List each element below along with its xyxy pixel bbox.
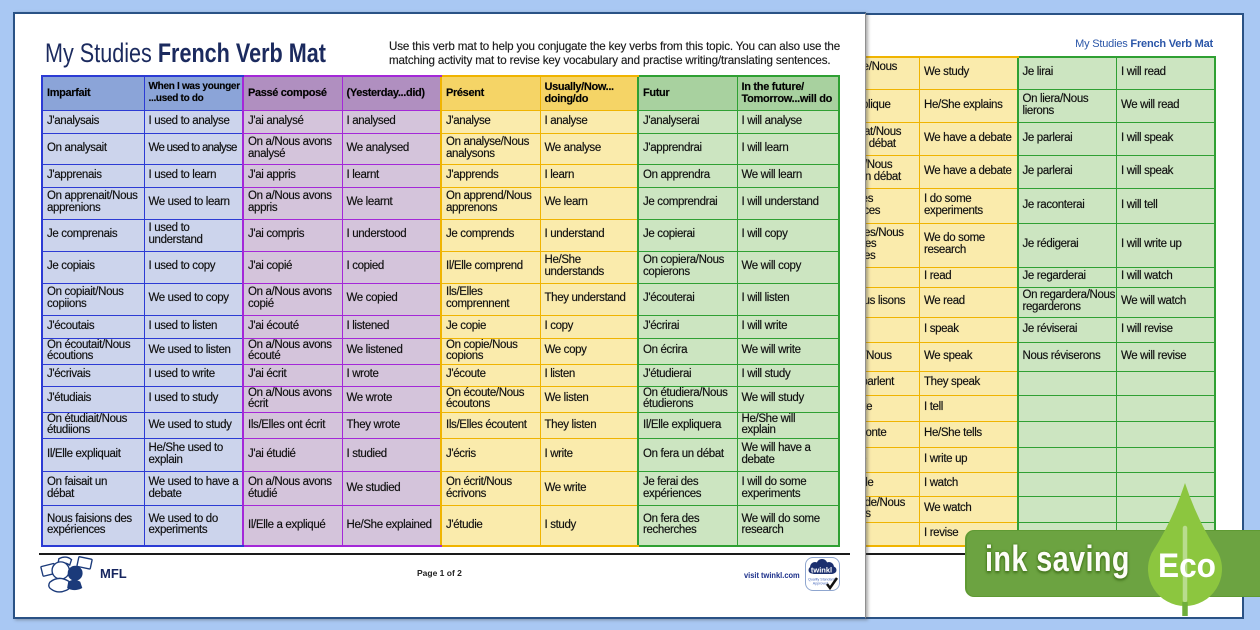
svg-text:twinkl: twinkl xyxy=(811,566,832,575)
svg-text:Approved: Approved xyxy=(813,582,828,586)
svg-text:Quality Standard: Quality Standard xyxy=(808,578,835,582)
